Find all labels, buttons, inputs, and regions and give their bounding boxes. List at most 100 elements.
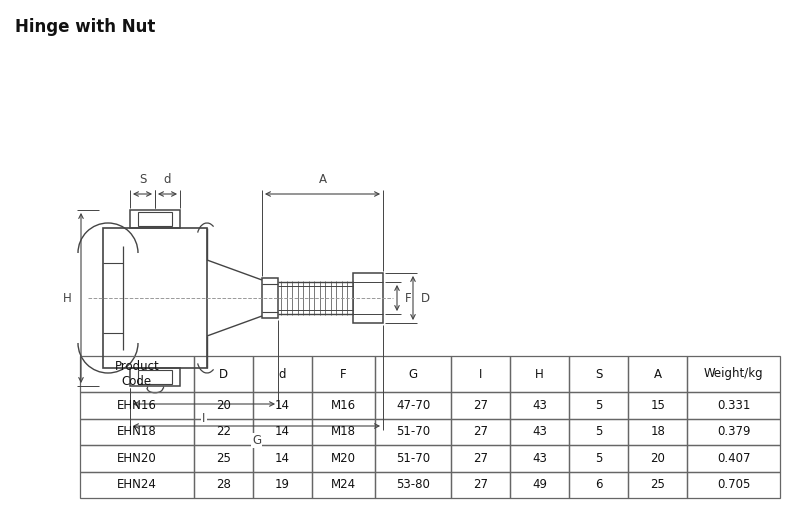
Bar	[194, 445, 253, 472]
Text: 14: 14	[275, 425, 290, 438]
Text: 20: 20	[650, 452, 665, 465]
Bar	[138, 212, 172, 226]
Bar	[687, 356, 780, 392]
Text: 20: 20	[216, 399, 231, 412]
Text: 5: 5	[595, 452, 603, 465]
Text: 5: 5	[595, 425, 603, 438]
Bar	[510, 445, 569, 472]
Text: S: S	[595, 367, 603, 381]
Bar	[375, 392, 451, 419]
Text: EHN18: EHN18	[117, 425, 157, 438]
Bar	[569, 419, 629, 445]
Text: F: F	[405, 291, 411, 305]
Text: d: d	[279, 367, 286, 381]
Text: A: A	[654, 367, 662, 381]
Text: EHN20: EHN20	[117, 452, 157, 465]
Text: 0.705: 0.705	[717, 478, 750, 491]
Text: 53-80: 53-80	[396, 478, 430, 491]
Bar	[629, 445, 687, 472]
Bar	[451, 356, 510, 392]
Bar	[138, 370, 172, 384]
Text: 43: 43	[532, 452, 547, 465]
Text: M20: M20	[331, 452, 356, 465]
Text: 43: 43	[532, 425, 547, 438]
Bar	[629, 356, 687, 392]
Bar	[253, 445, 312, 472]
Bar	[687, 419, 780, 445]
Text: A: A	[318, 173, 326, 186]
Text: S: S	[139, 173, 146, 186]
Bar	[253, 356, 312, 392]
Bar	[262, 278, 278, 318]
Bar	[194, 356, 253, 392]
Text: 25: 25	[650, 478, 665, 491]
Text: Product
Code: Product Code	[114, 360, 160, 388]
Bar	[510, 392, 569, 419]
Text: 27: 27	[473, 452, 488, 465]
Bar	[375, 356, 451, 392]
Text: 15: 15	[650, 399, 665, 412]
Bar	[687, 392, 780, 419]
Bar	[312, 356, 375, 392]
Bar	[375, 419, 451, 445]
Bar	[194, 472, 253, 498]
Bar	[451, 472, 510, 498]
Bar	[687, 472, 780, 498]
Bar	[629, 472, 687, 498]
Text: D: D	[421, 291, 430, 305]
Bar	[510, 356, 569, 392]
Bar	[451, 419, 510, 445]
Text: 19: 19	[275, 478, 290, 491]
Bar	[312, 392, 375, 419]
Bar	[312, 472, 375, 498]
Text: EHN16: EHN16	[117, 399, 157, 412]
Text: D: D	[219, 367, 228, 381]
Bar	[103, 228, 207, 368]
Bar	[353, 273, 383, 323]
Text: 14: 14	[275, 452, 290, 465]
Text: 47-70: 47-70	[396, 399, 430, 412]
Bar	[253, 419, 312, 445]
Text: I: I	[202, 412, 206, 425]
Text: Weight/kg: Weight/kg	[704, 367, 764, 381]
Text: d: d	[164, 173, 171, 186]
Text: 27: 27	[473, 425, 488, 438]
Text: 27: 27	[473, 399, 488, 412]
Text: G: G	[408, 367, 418, 381]
Text: H: H	[63, 291, 72, 305]
Bar	[80, 472, 194, 498]
Text: 18: 18	[650, 425, 665, 438]
Bar	[80, 392, 194, 419]
Bar	[312, 419, 375, 445]
Bar	[451, 392, 510, 419]
Bar	[569, 392, 629, 419]
Bar	[130, 368, 180, 386]
Bar	[510, 419, 569, 445]
Text: I: I	[479, 367, 482, 381]
Bar	[569, 356, 629, 392]
Bar	[80, 445, 194, 472]
Bar	[253, 472, 312, 498]
Text: H: H	[535, 367, 544, 381]
Bar	[569, 472, 629, 498]
Text: 6: 6	[595, 478, 603, 491]
Text: F: F	[340, 367, 347, 381]
Text: Hinge with Nut: Hinge with Nut	[15, 18, 156, 36]
Bar	[569, 445, 629, 472]
Text: 49: 49	[532, 478, 547, 491]
Text: 43: 43	[532, 399, 547, 412]
Bar	[80, 419, 194, 445]
Text: 14: 14	[275, 399, 290, 412]
Text: EHN24: EHN24	[117, 478, 157, 491]
Text: M18: M18	[331, 425, 356, 438]
Bar	[194, 392, 253, 419]
Text: 51-70: 51-70	[396, 452, 430, 465]
Text: 0.331: 0.331	[717, 399, 750, 412]
Text: 25: 25	[216, 452, 231, 465]
Text: G: G	[252, 434, 261, 447]
Bar	[375, 445, 451, 472]
Bar	[687, 445, 780, 472]
Bar	[510, 472, 569, 498]
Text: 27: 27	[473, 478, 488, 491]
Text: 5: 5	[595, 399, 603, 412]
